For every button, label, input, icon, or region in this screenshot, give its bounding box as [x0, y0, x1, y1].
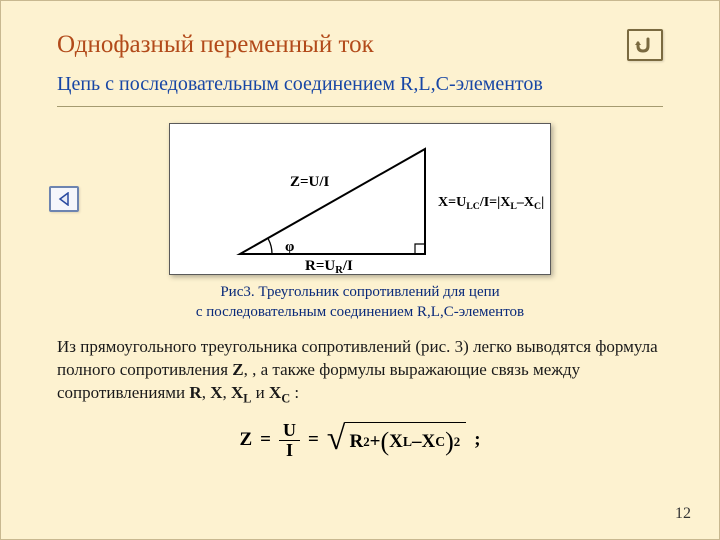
f-xl: X: [389, 431, 403, 453]
f-xl-sub: L: [403, 434, 412, 450]
svg-text:X=ULC/I=|XL–XC|: X=ULC/I=|XL–XC|: [438, 195, 544, 212]
sym-x: X: [210, 383, 222, 402]
play-left-icon: [58, 192, 70, 206]
radical-icon: √: [327, 425, 346, 462]
sym-z: Z: [232, 360, 243, 379]
figure-row: Z=U/I R=UR/I φ X=ULC/I=|XL–XC|: [57, 123, 663, 275]
f-sqrt: √ R2 + ( XL – XC )2: [327, 422, 466, 459]
back-button[interactable]: [627, 29, 663, 61]
body-paragraph: Из прямоугольного треугольника сопротивл…: [57, 336, 663, 407]
f-den: I: [282, 441, 297, 460]
f-r: R: [349, 431, 363, 453]
f-num: U: [279, 421, 300, 441]
and-word: и: [251, 383, 269, 402]
formula-row: Z = U I = √ R2 + ( XL – XC )2 ;: [57, 421, 663, 460]
f-frac: U I: [279, 421, 300, 460]
f-plus: +: [370, 431, 381, 453]
svg-text:φ: φ: [285, 239, 294, 255]
svg-text:Z=U/I: Z=U/I: [290, 174, 330, 190]
f-xc-sub: C: [435, 434, 445, 450]
sym-xl: XL: [231, 383, 251, 402]
sym-xc-x: X: [269, 383, 281, 402]
divider: [57, 106, 663, 107]
f-lhs: Z: [239, 429, 252, 451]
figure-caption: Рис3. Треугольник сопротивлений для цепи…: [57, 283, 663, 322]
f-under-sqrt: R2 + ( XL – XC )2: [345, 422, 466, 459]
sym-r: R: [189, 383, 201, 402]
title-row: Однофазный переменный ток: [57, 29, 663, 61]
impedance-formula: Z = U I = √ R2 + ( XL – XC )2 ;: [239, 421, 480, 460]
triangle-svg: Z=U/I R=UR/I φ X=ULC/I=|XL–XC|: [170, 124, 550, 274]
f-xc: X: [422, 431, 436, 453]
body-text-c: :: [290, 383, 299, 402]
sym-xl-x: X: [231, 383, 243, 402]
comma2: ,: [222, 383, 231, 402]
slide: Однофазный переменный ток Цепь с последо…: [0, 0, 720, 540]
prev-button[interactable]: [49, 186, 79, 212]
f-eq2: =: [308, 429, 319, 451]
u-turn-icon: [634, 36, 656, 54]
page-subtitle: Цепь с последовательным соединением R,L,…: [57, 73, 663, 96]
comma1: ,: [202, 383, 211, 402]
f-eq1: =: [260, 429, 271, 451]
f-semicolon: ;: [474, 429, 480, 451]
impedance-triangle-figure: Z=U/I R=UR/I φ X=ULC/I=|XL–XC|: [169, 123, 551, 275]
page-number: 12: [675, 505, 691, 523]
f-rparen: ): [445, 427, 454, 457]
svg-text:R=UR/I: R=UR/I: [305, 258, 353, 274]
sym-xc-sub: C: [281, 391, 290, 405]
page-title: Однофазный переменный ток: [57, 31, 374, 59]
f-lparen: (: [380, 427, 389, 457]
f-paren2: 2: [454, 434, 460, 450]
caption-line2: с последовательным соединением R,L,C-эле…: [196, 304, 524, 320]
f-minus: –: [412, 431, 422, 453]
sym-xc: XC: [269, 383, 290, 402]
caption-line1: Рис3. Треугольник сопротивлений для цепи: [220, 284, 499, 300]
